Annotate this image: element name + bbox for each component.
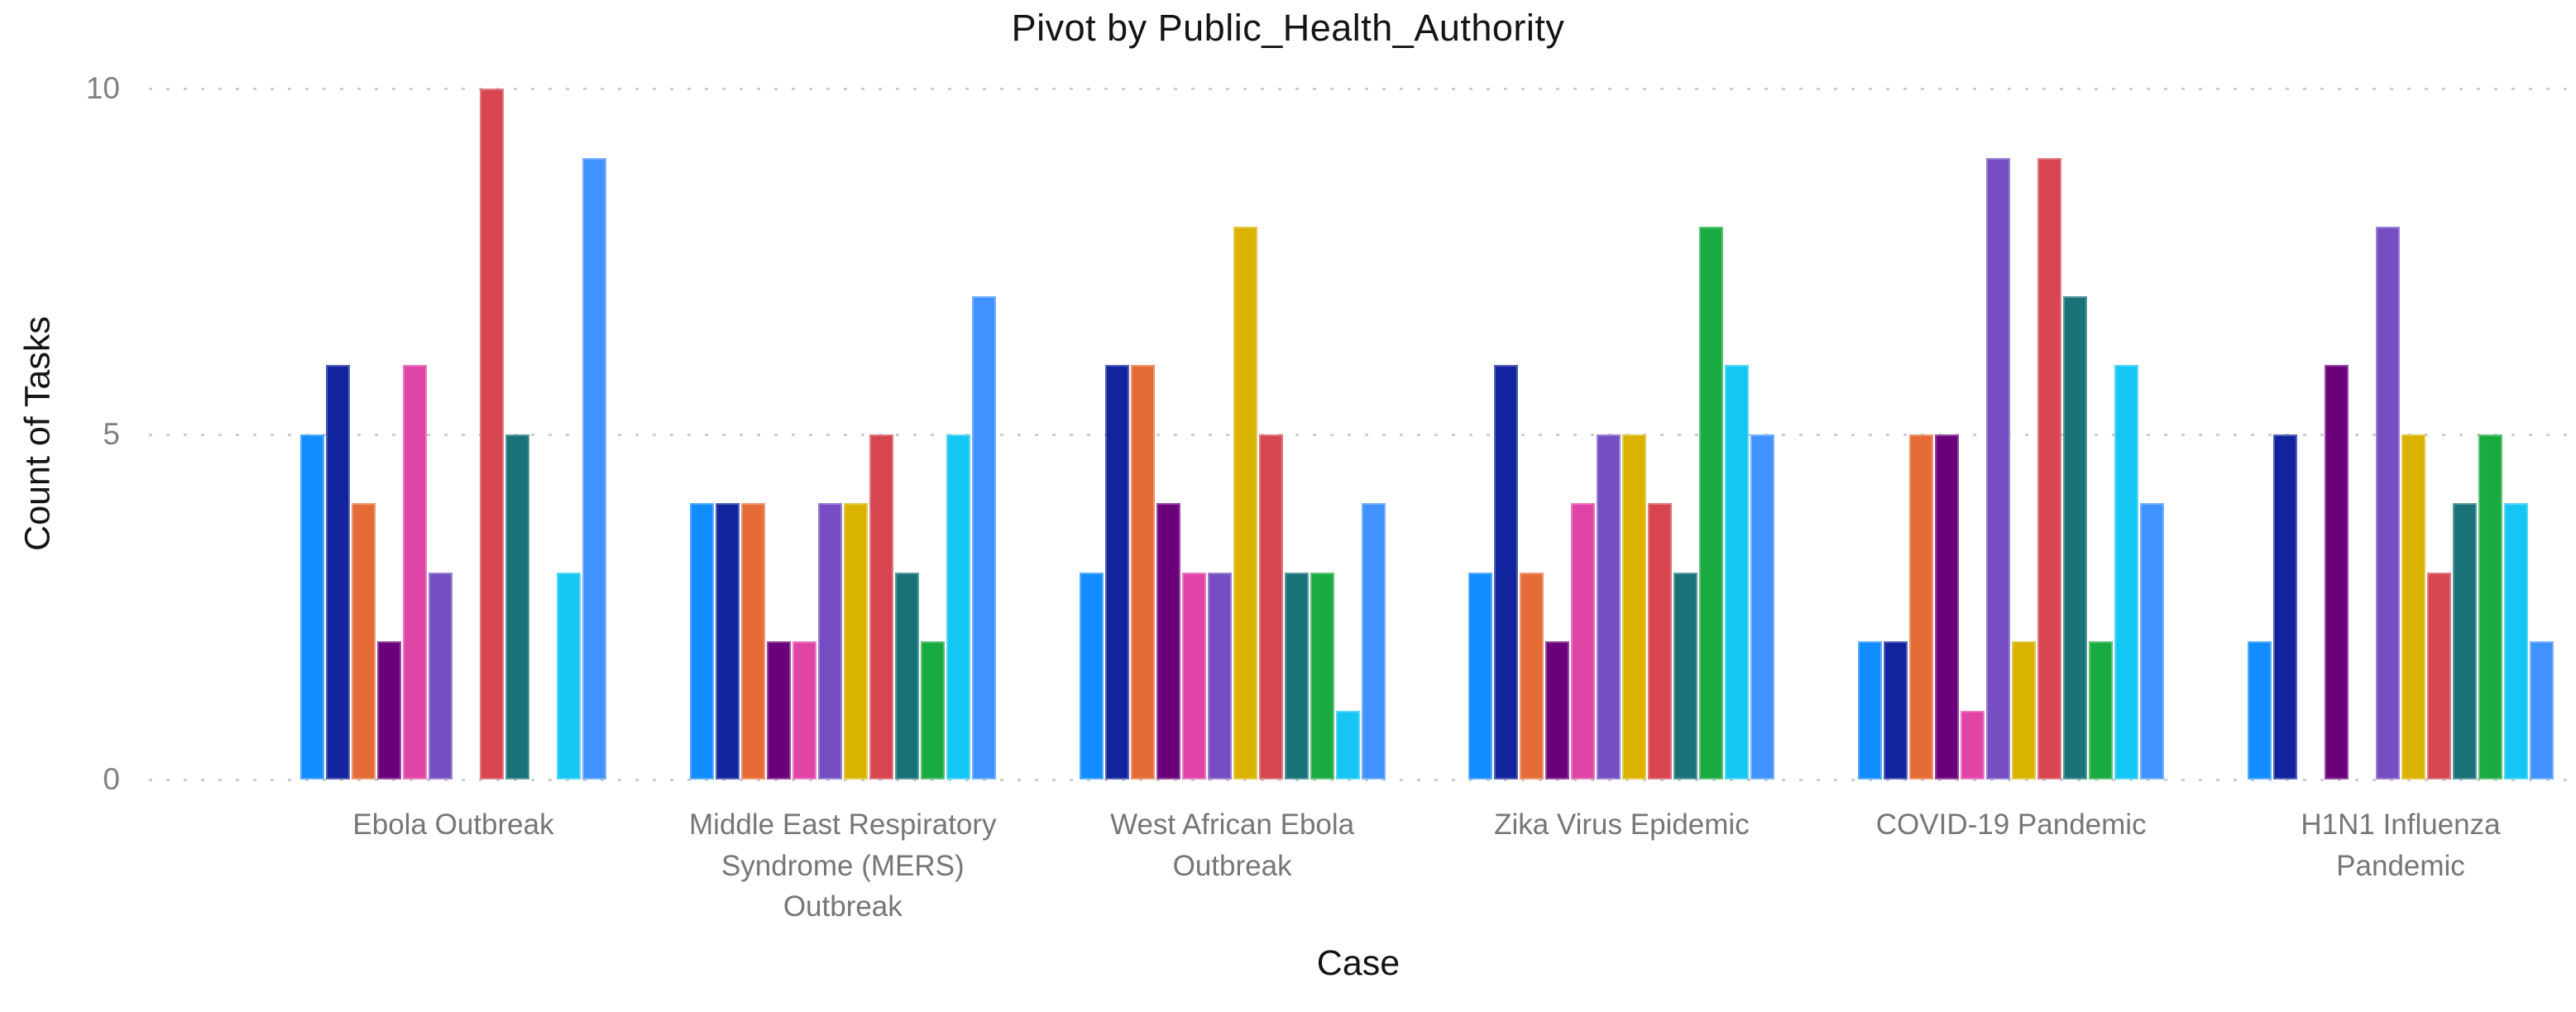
bar[interactable] [715, 503, 740, 779]
x-category-label: Zika Virus Epidemic [1494, 808, 1750, 841]
bar[interactable] [2529, 641, 2554, 779]
bar[interactable] [2012, 641, 2037, 779]
bar[interactable] [2478, 434, 2502, 779]
bar[interactable] [1104, 365, 1129, 779]
bar[interactable] [2503, 503, 2528, 779]
bar[interactable] [1130, 365, 1155, 779]
bar[interactable] [1310, 572, 1334, 779]
bar[interactable] [1284, 572, 1309, 779]
bar[interactable] [766, 641, 791, 779]
bar[interactable] [869, 434, 893, 779]
x-category-label: Ebola Outbreak [352, 808, 554, 841]
bar[interactable] [1156, 503, 1180, 779]
x-category-label: Middle East Respiratory Syndrome (MERS) … [689, 808, 997, 923]
bar-group [2247, 89, 2554, 779]
bar[interactable] [505, 434, 529, 779]
bar-group [1858, 89, 2165, 779]
plot-area [149, 88, 2569, 781]
bar[interactable] [894, 572, 919, 779]
bar[interactable] [1699, 227, 1724, 779]
bar[interactable] [1622, 434, 1647, 779]
bar[interactable] [1258, 434, 1283, 779]
bar[interactable] [429, 572, 452, 779]
bar[interactable] [1673, 572, 1698, 779]
x-axis-title: Case [1316, 943, 1401, 983]
x-category-label: West African Ebola Outbreak [1110, 808, 1355, 882]
x-category-label: H1N1 Influenza Pandemic [2301, 808, 2501, 882]
bar[interactable] [1986, 157, 2011, 779]
bar[interactable] [352, 503, 376, 779]
bar[interactable] [2426, 572, 2451, 779]
bar[interactable] [326, 365, 350, 779]
chart-title: Pivot by Public_Health_Authority [1011, 7, 1565, 49]
bar[interactable] [2272, 434, 2297, 779]
bar[interactable] [843, 503, 868, 779]
bar[interactable] [582, 157, 606, 779]
bar[interactable] [377, 641, 401, 779]
bar[interactable] [1494, 365, 1519, 779]
bar[interactable] [1181, 572, 1206, 779]
bar[interactable] [1935, 434, 1960, 779]
bar[interactable] [2037, 157, 2062, 779]
bar[interactable] [971, 295, 996, 779]
bar-group [1468, 89, 1775, 779]
gridline [149, 433, 2569, 436]
bar[interactable] [689, 503, 714, 779]
bar[interactable] [1909, 434, 1934, 779]
bar[interactable] [1335, 710, 1360, 779]
bar[interactable] [1571, 503, 1596, 779]
bar-group [689, 89, 996, 779]
bar[interactable] [557, 572, 581, 779]
bar[interactable] [1361, 503, 1386, 779]
bar[interactable] [1233, 227, 1257, 779]
y-tick-label: 5 [103, 416, 120, 451]
bar[interactable] [740, 503, 765, 779]
bar-group [1079, 89, 1386, 779]
bar[interactable] [1079, 572, 1104, 779]
bar[interactable] [1858, 641, 1883, 779]
bars-region [149, 89, 2569, 779]
bar[interactable] [2401, 434, 2425, 779]
bar[interactable] [792, 641, 816, 779]
gridline [149, 88, 2569, 90]
bar-group [300, 89, 606, 779]
bar[interactable] [946, 434, 970, 779]
bar[interactable] [2375, 227, 2400, 779]
bar[interactable] [2452, 503, 2477, 779]
bar[interactable] [1725, 365, 1750, 779]
bar[interactable] [2247, 641, 2272, 779]
bar[interactable] [1750, 434, 1775, 779]
bar[interactable] [2089, 641, 2114, 779]
bar[interactable] [1884, 641, 1908, 779]
bar[interactable] [2063, 295, 2088, 779]
x-category-label: COVID-19 Pandemic [1875, 808, 2147, 841]
bar[interactable] [403, 365, 427, 779]
bar[interactable] [920, 641, 945, 779]
y-axis-tick-labels: 0 5 10 [0, 71, 120, 796]
bar[interactable] [1597, 434, 1621, 779]
bar[interactable] [2324, 365, 2349, 779]
bar[interactable] [2140, 503, 2165, 779]
bar[interactable] [1961, 710, 1985, 779]
bar[interactable] [2114, 365, 2139, 779]
bar[interactable] [1648, 503, 1673, 779]
y-tick-label: 0 [103, 762, 120, 796]
y-tick-label: 10 [85, 71, 120, 105]
bar[interactable] [817, 503, 842, 779]
bar[interactable] [1207, 572, 1232, 779]
gridline [149, 779, 2569, 781]
bar[interactable] [300, 434, 324, 779]
bar[interactable] [1468, 572, 1493, 779]
bar[interactable] [1520, 572, 1544, 779]
bar[interactable] [1545, 641, 1570, 779]
bar[interactable] [480, 89, 504, 779]
